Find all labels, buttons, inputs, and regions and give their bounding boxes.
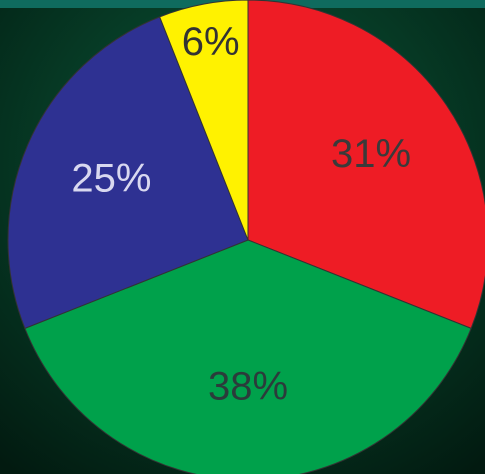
pie-slice xyxy=(24,239,472,474)
labels: 31% 38% 25% 6% xyxy=(71,20,411,408)
slice-label: 25% xyxy=(71,156,151,200)
slice-label: 6% xyxy=(182,20,240,64)
pie-slice xyxy=(7,16,249,329)
pie-slice xyxy=(159,0,249,241)
pie-slice xyxy=(247,0,485,329)
slice-label: 38% xyxy=(208,364,288,408)
slice-label: 31% xyxy=(331,132,411,176)
pie xyxy=(7,0,485,474)
